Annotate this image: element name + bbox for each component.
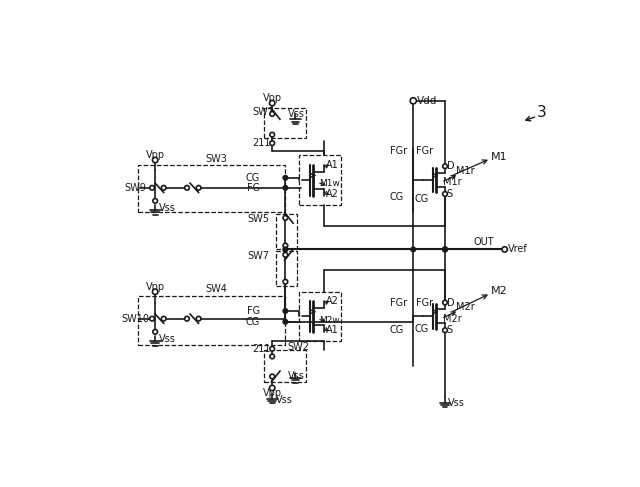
Text: Vpp: Vpp: [146, 282, 165, 292]
Text: Vss: Vss: [448, 398, 465, 409]
Circle shape: [283, 186, 288, 190]
Circle shape: [502, 247, 508, 252]
Circle shape: [283, 247, 288, 252]
Text: 3: 3: [537, 105, 547, 120]
Text: CG: CG: [414, 324, 428, 335]
Circle shape: [283, 280, 288, 284]
Circle shape: [270, 346, 275, 351]
Text: Vss: Vss: [288, 371, 305, 381]
Text: SW1: SW1: [252, 107, 274, 117]
Text: SW3: SW3: [205, 153, 227, 164]
Text: CG: CG: [390, 325, 404, 335]
Text: SW2: SW2: [288, 342, 310, 352]
Circle shape: [270, 112, 275, 116]
Bar: [276, 251, 297, 285]
Circle shape: [283, 309, 288, 313]
Text: M2: M2: [491, 286, 508, 296]
Circle shape: [150, 186, 154, 190]
Circle shape: [283, 319, 288, 324]
Text: CG: CG: [390, 192, 404, 202]
Text: M1r: M1r: [456, 166, 474, 176]
Text: Vpp: Vpp: [146, 150, 165, 160]
Text: Vss: Vss: [276, 394, 293, 405]
Text: Vref: Vref: [508, 244, 527, 254]
Text: A1: A1: [326, 325, 339, 335]
Circle shape: [161, 186, 166, 190]
Text: A2: A2: [326, 296, 339, 306]
Text: Vpp: Vpp: [263, 388, 282, 397]
Bar: [264, 109, 307, 138]
Circle shape: [270, 374, 275, 379]
Text: CG: CG: [414, 194, 428, 205]
Bar: [138, 165, 285, 212]
Text: M2r: M2r: [456, 302, 475, 312]
Bar: [300, 155, 341, 205]
Text: SW7: SW7: [248, 251, 269, 262]
Text: M1w: M1w: [319, 179, 340, 188]
Text: SW10: SW10: [121, 314, 149, 324]
Text: D: D: [447, 161, 454, 171]
Text: S: S: [447, 189, 452, 199]
Text: Vss: Vss: [159, 335, 176, 344]
Circle shape: [184, 186, 189, 190]
Circle shape: [443, 164, 447, 169]
Circle shape: [153, 199, 157, 203]
Text: FGr: FGr: [390, 299, 407, 308]
Circle shape: [152, 289, 158, 295]
Circle shape: [443, 192, 447, 196]
Circle shape: [196, 186, 201, 190]
Text: FGr: FGr: [415, 146, 433, 156]
Circle shape: [283, 216, 288, 220]
Circle shape: [283, 175, 288, 180]
Text: A2: A2: [326, 189, 339, 199]
Text: Vss: Vss: [288, 109, 305, 119]
Text: CG: CG: [246, 317, 260, 327]
Circle shape: [283, 252, 288, 257]
Text: CG: CG: [246, 173, 260, 183]
Text: S: S: [447, 325, 452, 335]
Circle shape: [443, 247, 447, 252]
Circle shape: [270, 354, 275, 359]
Text: OUT: OUT: [474, 237, 494, 247]
Bar: [264, 350, 307, 382]
Circle shape: [443, 247, 447, 252]
Text: D: D: [447, 298, 454, 307]
Circle shape: [270, 132, 275, 137]
Circle shape: [443, 300, 447, 305]
Text: A1: A1: [326, 160, 339, 169]
Text: M1: M1: [491, 152, 508, 162]
Circle shape: [150, 317, 154, 321]
Bar: [300, 292, 341, 341]
Text: 211: 211: [252, 138, 271, 148]
Circle shape: [269, 385, 275, 391]
Text: Vss: Vss: [159, 203, 176, 213]
Text: FG: FG: [246, 183, 260, 193]
Circle shape: [411, 247, 415, 252]
Circle shape: [270, 141, 275, 146]
Circle shape: [184, 317, 189, 321]
Text: 211: 211: [252, 344, 271, 354]
Circle shape: [152, 157, 158, 163]
Circle shape: [153, 330, 157, 334]
Bar: [138, 296, 285, 345]
Text: SW4: SW4: [205, 284, 227, 295]
Bar: [276, 214, 297, 249]
Circle shape: [443, 247, 447, 252]
Text: FGr: FGr: [415, 299, 433, 308]
Text: M1r: M1r: [443, 177, 461, 187]
Circle shape: [161, 317, 166, 321]
Text: Vpp: Vpp: [263, 94, 282, 103]
Circle shape: [443, 328, 447, 333]
Text: M2w: M2w: [319, 316, 339, 325]
Text: SW5: SW5: [248, 214, 269, 224]
Text: FG: FG: [246, 306, 260, 316]
Text: M2r: M2r: [443, 314, 461, 324]
Circle shape: [410, 98, 417, 104]
Circle shape: [283, 243, 288, 248]
Text: Vdd: Vdd: [417, 96, 438, 106]
Text: FGr: FGr: [390, 146, 407, 156]
Circle shape: [269, 100, 275, 106]
Circle shape: [196, 317, 201, 321]
Text: SW9: SW9: [124, 183, 146, 193]
